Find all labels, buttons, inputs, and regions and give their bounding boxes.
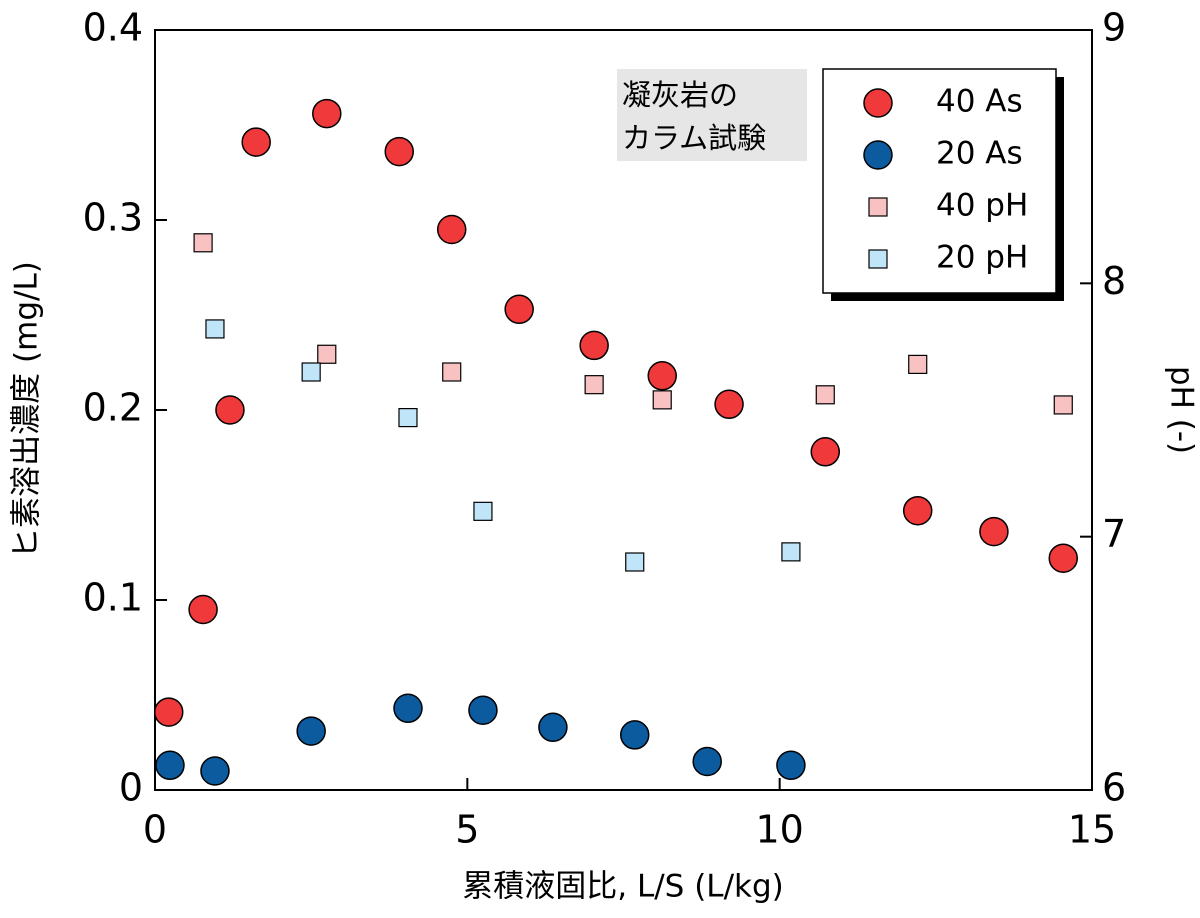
point xyxy=(776,750,806,781)
y-tick-label: 0 xyxy=(119,766,143,810)
y2-tick-label: 7 xyxy=(1102,512,1126,556)
legend-marker xyxy=(863,140,893,170)
point xyxy=(692,746,722,777)
point xyxy=(188,594,218,625)
point xyxy=(714,389,744,420)
y2-tick-label: 9 xyxy=(1102,6,1126,50)
y2-tick-label: 8 xyxy=(1102,259,1126,303)
x-axis-label: 累積液固比, L/S (L/kg) xyxy=(462,869,784,905)
point xyxy=(317,344,337,364)
legend-marker xyxy=(868,197,888,217)
point xyxy=(442,362,462,382)
annotation: 凝灰岩の xyxy=(622,78,738,112)
annotation-box xyxy=(617,69,807,161)
legend-label: 20 pH xyxy=(936,240,1028,276)
y-axis-label: ヒ素溶出濃度 (mg/L) xyxy=(9,261,45,559)
y2-axis-label: pH (-) xyxy=(1164,366,1200,454)
y-tick-label: 0.2 xyxy=(83,386,143,430)
legend-label: 40 pH xyxy=(936,188,1028,224)
point xyxy=(215,395,245,425)
annotation: カラム試験 xyxy=(622,121,766,155)
point xyxy=(200,756,230,786)
legend-label: 40 As xyxy=(936,84,1023,120)
y-tick-label: 0.4 xyxy=(83,6,143,50)
point xyxy=(468,695,498,725)
point xyxy=(1053,395,1073,415)
point xyxy=(647,361,677,391)
y2-tick-label: 6 xyxy=(1102,766,1126,810)
point xyxy=(153,697,184,727)
legend-marker xyxy=(863,88,893,118)
point xyxy=(902,495,933,526)
point xyxy=(584,375,604,395)
point xyxy=(815,385,835,405)
point xyxy=(312,98,342,129)
point xyxy=(1048,543,1079,573)
point xyxy=(579,330,609,361)
point xyxy=(625,552,645,572)
y-tick-label: 0.1 xyxy=(83,576,143,620)
point xyxy=(504,294,534,325)
point xyxy=(810,437,841,467)
point xyxy=(538,712,568,743)
point xyxy=(619,720,650,750)
point xyxy=(652,390,672,410)
x-tick-label: 5 xyxy=(455,808,479,852)
x-tick-label: 10 xyxy=(755,808,803,852)
point xyxy=(436,214,467,245)
point xyxy=(398,408,418,428)
legend-label: 20 As xyxy=(936,136,1023,172)
point xyxy=(393,693,423,724)
point xyxy=(979,516,1009,547)
legend-marker xyxy=(868,249,888,269)
x-tick-label: 0 xyxy=(143,808,167,852)
point xyxy=(155,750,185,781)
point xyxy=(296,716,326,746)
point xyxy=(473,501,493,521)
legend-box xyxy=(822,68,1057,294)
point xyxy=(301,362,321,382)
point xyxy=(384,136,414,167)
point xyxy=(908,354,928,374)
x-tick-label: 15 xyxy=(1068,808,1116,852)
point xyxy=(193,233,213,253)
y-tick-label: 0.3 xyxy=(83,196,143,240)
point xyxy=(241,127,271,157)
point xyxy=(781,542,801,562)
point xyxy=(205,319,225,339)
